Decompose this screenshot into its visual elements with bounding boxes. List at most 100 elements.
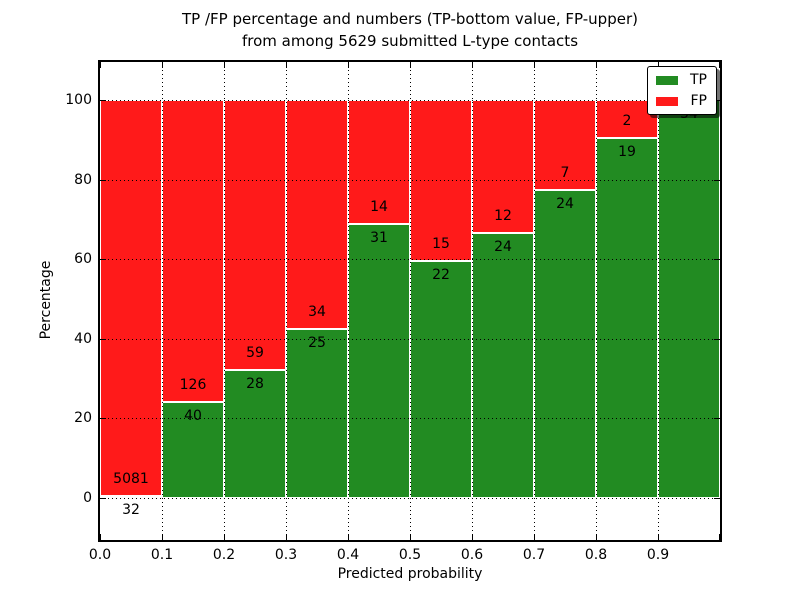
x-tick-mark [534,534,535,540]
y-tick-mark [100,498,106,499]
chart-title-block: TP /FP percentage and numbers (TP-bottom… [182,8,638,52]
fp-count-label: 2 [622,112,632,129]
plot-area: 508132126405928342514311522122472421954 [98,60,722,542]
y-tick-label: 60 [74,251,92,268]
x-tick-mark [410,534,411,540]
gridline-vertical [534,62,535,540]
bar-segment-fp-0 [100,100,162,496]
gridline-vertical [286,62,287,540]
x-tick-mark-top [286,62,287,68]
bar-segment-tp-6 [472,232,534,498]
tp-color-swatch-icon [656,75,678,85]
x-tick-mark-top [719,62,720,68]
tp-count-label: 40 [184,408,202,425]
gridline-vertical [658,62,659,540]
fp-count-label: 15 [432,236,450,253]
bar-segment-fp-3 [286,100,348,330]
y-tick-mark-right [714,338,720,340]
gridline-vertical [348,62,349,540]
fp-color-swatch-icon [656,96,678,106]
x-tick-label: 0.4 [336,547,360,563]
y-axis-label: Percentage [38,260,54,340]
x-tick-mark-top [100,62,101,68]
fp-count-label: 12 [494,207,512,224]
gridline-horizontal [100,338,720,340]
y-tick-label: 40 [74,330,92,347]
bar-segment-tp-8 [596,137,658,498]
x-tick-mark [162,534,163,540]
y-tick-mark [100,418,106,420]
x-tick-mark [719,534,720,540]
gridline-vertical [410,62,411,540]
x-tick-label: 0.2 [212,547,236,563]
y-tick-label: 100 [65,92,92,108]
fp-count-label: 126 [179,377,207,394]
chart-subtitle: from among 5629 submitted L-type contact… [241,32,579,50]
x-tick-label: 0.8 [584,547,608,563]
y-tick-label: 80 [74,171,92,188]
y-tick-label: 0 [83,490,92,506]
x-tick-mark [100,534,101,540]
x-tick-label: 0.0 [88,547,112,563]
bar-segment-tp-1 [162,402,224,498]
gridline-vertical [472,62,473,540]
gridline-vertical [162,62,163,540]
fp-count-label: 7 [560,164,570,181]
gridline-horizontal [100,259,720,261]
fp-count-label: 34 [308,304,326,321]
fp-count-label: 14 [370,198,388,215]
legend: TP FP [647,66,717,115]
x-tick-mark [596,534,597,540]
y-tick-mark-right [714,418,720,420]
y-tick-label: 20 [74,410,92,427]
gridline-horizontal [100,418,720,420]
y-tick-mark [100,100,106,101]
y-tick-mark-right [714,179,720,181]
gridline-horizontal [100,179,720,181]
x-tick-mark [658,534,659,540]
x-tick-mark-top [534,62,535,68]
fp-count-label: 59 [246,344,264,361]
x-tick-mark [348,534,349,540]
x-tick-label: 0.3 [274,547,298,563]
tp-count-label: 22 [432,267,450,284]
chart-title: TP /FP percentage and numbers (TP-bottom… [182,10,638,28]
x-tick-mark-top [162,62,163,68]
bar-segment-fp-7 [534,100,596,190]
x-tick-mark [224,534,225,540]
x-tick-label: 0.1 [150,547,174,563]
x-tick-mark-top [224,62,225,68]
tp-count-label: 24 [494,238,512,255]
fp-count-label: 5081 [113,470,149,487]
x-tick-label: 0.9 [646,547,670,563]
legend-label-fp: FP [690,93,708,109]
x-tick-label: 0.7 [522,547,546,563]
tp-count-label: 19 [618,143,636,160]
y-tick-mark-right [714,498,720,499]
bar-segment-fp-1 [162,100,224,403]
bar-segment-tp-3 [286,329,348,498]
bar-segment-tp-9 [658,100,720,498]
tp-count-label: 25 [308,335,326,352]
x-tick-mark-top [596,62,597,68]
x-tick-mark-top [348,62,349,68]
gridline-vertical [224,62,225,540]
bar-segment-fp-5 [410,100,472,262]
x-tick-mark-top [410,62,411,68]
x-tick-mark [286,534,287,540]
gridline-horizontal [100,498,720,499]
tp-count-label: 28 [246,375,264,392]
legend-entry-fp: FP [656,93,707,109]
bar-segment-tp-7 [534,189,596,498]
legend-entry-tp: TP [656,72,707,88]
tp-count-label: 31 [370,229,388,246]
x-tick-mark-top [658,62,659,68]
y-tick-mark [100,338,106,340]
x-tick-mark-top [472,62,473,68]
gridline-vertical [596,62,597,540]
gridline-horizontal [100,100,720,101]
y-tick-mark-right [714,100,720,101]
legend-label-tp: TP [690,72,707,88]
bar-segment-fp-2 [224,100,286,370]
